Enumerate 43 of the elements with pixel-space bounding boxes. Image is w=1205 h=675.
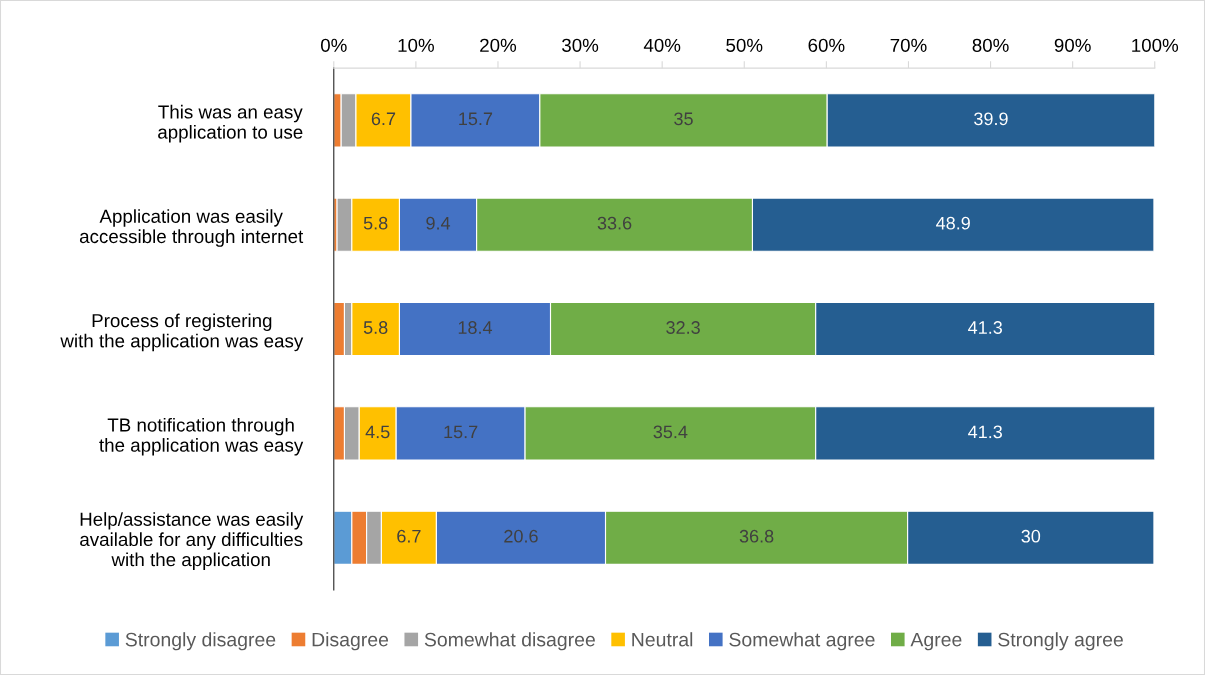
legend-label: Disagree (312, 632, 389, 651)
data-label: 35.4 (653, 425, 688, 439)
y-tick-label: Help/assistance was easily available for any difficulties with the application (80, 512, 304, 571)
data-label: 35 (674, 112, 693, 126)
legend-label: Somewhat agree (729, 632, 875, 651)
y-tick-label: Process of registering with the application was easy (60, 313, 304, 352)
data-label: 39.9 (974, 112, 1008, 126)
x-tick-label: 100% (1132, 38, 1179, 52)
data-label: 6.7 (371, 112, 396, 126)
x-tick-label: 70% (890, 38, 927, 52)
x-tick-label: 90% (1054, 38, 1091, 52)
data-label: 5.8 (363, 216, 388, 230)
data-label: 32.3 (666, 321, 700, 334)
legend-label: Neutral (632, 632, 693, 647)
data-label: 6.7 (397, 529, 421, 543)
x-tick-label: 60% (808, 38, 845, 52)
y-tick-label: TB notification through the application was easy (99, 417, 304, 456)
data-label: 15.7 (444, 425, 478, 439)
x-tick-label: 80% (972, 38, 1009, 52)
data-label: 4.5 (365, 425, 390, 439)
data-label: 30 (1021, 529, 1041, 543)
legend-label: Strongly agree (998, 632, 1123, 651)
legend-label: Somewhat disagree (424, 632, 595, 651)
data-label: 5.8 (363, 321, 388, 334)
data-label: 20.6 (504, 529, 538, 543)
y-tick-label: Application was easily accessible through internet (79, 209, 304, 247)
data-label: 33.6 (597, 216, 632, 230)
x-tick-label: 20% (480, 38, 517, 52)
data-label: 18.4 (458, 321, 493, 334)
data-label: 9.4 (426, 216, 451, 230)
data-label: 41.3 (968, 425, 1002, 439)
data-label: 15.7 (459, 112, 493, 126)
x-tick-label: 50% (726, 38, 763, 52)
data-label: 41.3 (968, 321, 1002, 334)
data-label: 48.9 (936, 216, 970, 230)
x-tick-label: 10% (398, 38, 434, 52)
y-tick-label: This was an easy application to use (158, 104, 303, 143)
legend-label: Strongly disagree (125, 632, 276, 651)
x-tick-label: 0% (320, 38, 347, 52)
legend-label: Agree (910, 632, 962, 651)
x-tick-label: 40% (643, 38, 681, 52)
data-label: 36.8 (739, 529, 774, 543)
x-tick-label: 30% (562, 38, 599, 52)
